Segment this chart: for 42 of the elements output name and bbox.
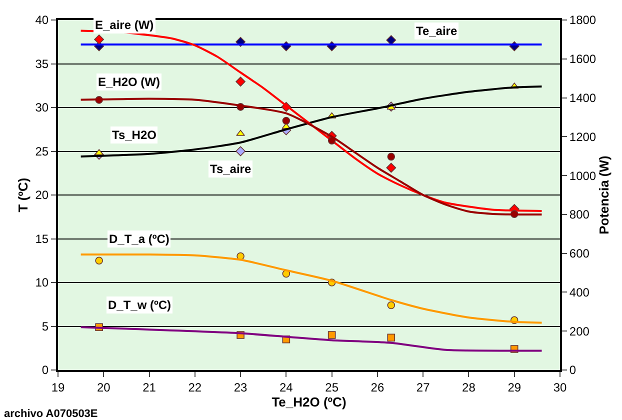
- y2-tick-label: 0: [569, 363, 576, 378]
- x-tick-label: 21: [142, 380, 156, 394]
- x-tick-label: 23: [234, 380, 248, 394]
- series-label: D_T_a (ºC): [109, 232, 170, 246]
- series-label: E_H2O (W): [98, 75, 160, 89]
- y-tick-label: 20: [35, 188, 49, 202]
- x-tick-label: 28: [462, 380, 476, 394]
- y2-tick-label: 600: [569, 246, 590, 261]
- x-tick-label: 29: [508, 380, 522, 394]
- series-label: D_T_w (ºC): [108, 298, 172, 312]
- y2-tick-label: 800: [569, 208, 590, 222]
- series-label: Ts_H2O: [112, 128, 156, 142]
- y-tick-label: 0: [42, 363, 49, 378]
- x-axis-title: Te_H2O (ºC): [272, 394, 346, 410]
- y-tick-label: 15: [35, 232, 49, 246]
- series-label: Ts_aire: [210, 162, 252, 176]
- x-tick-label: 27: [416, 380, 430, 394]
- y2-tick-label: 200: [569, 324, 590, 338]
- x-tick-label: 30: [553, 380, 567, 394]
- x-tick-label: 26: [370, 380, 384, 394]
- series-label: Te_aire: [416, 24, 458, 38]
- y-tick-label: 40: [35, 13, 49, 28]
- y2-tick-label: 1000: [569, 168, 596, 183]
- y2-axis-title: Potencia (W): [596, 156, 612, 234]
- x-tick-label: 22: [188, 380, 202, 394]
- y2-tick-label: 1400: [569, 90, 596, 105]
- y-tick-label: 25: [35, 144, 49, 158]
- y2-tick-label: 1800: [569, 13, 596, 28]
- y2-tick-label: 1600: [569, 52, 596, 66]
- y-tick-label: 10: [35, 276, 49, 290]
- x-tick-label: 24: [280, 380, 294, 394]
- y-tick-label: 35: [35, 56, 49, 71]
- y-axis-title: T (ºC): [16, 178, 31, 212]
- x-tick-label: 20: [96, 380, 111, 394]
- y-tick-label: 30: [35, 100, 49, 115]
- y2-tick-label: 1200: [569, 130, 596, 144]
- x-tick-label: 25: [325, 380, 339, 394]
- text: archivo A070503E: [4, 408, 98, 420]
- y2-tick-label: 400: [569, 285, 590, 300]
- y-tick-label: 5: [42, 319, 49, 334]
- series-label: E_aire (W): [95, 18, 154, 32]
- x-tick-label: 19: [51, 380, 65, 394]
